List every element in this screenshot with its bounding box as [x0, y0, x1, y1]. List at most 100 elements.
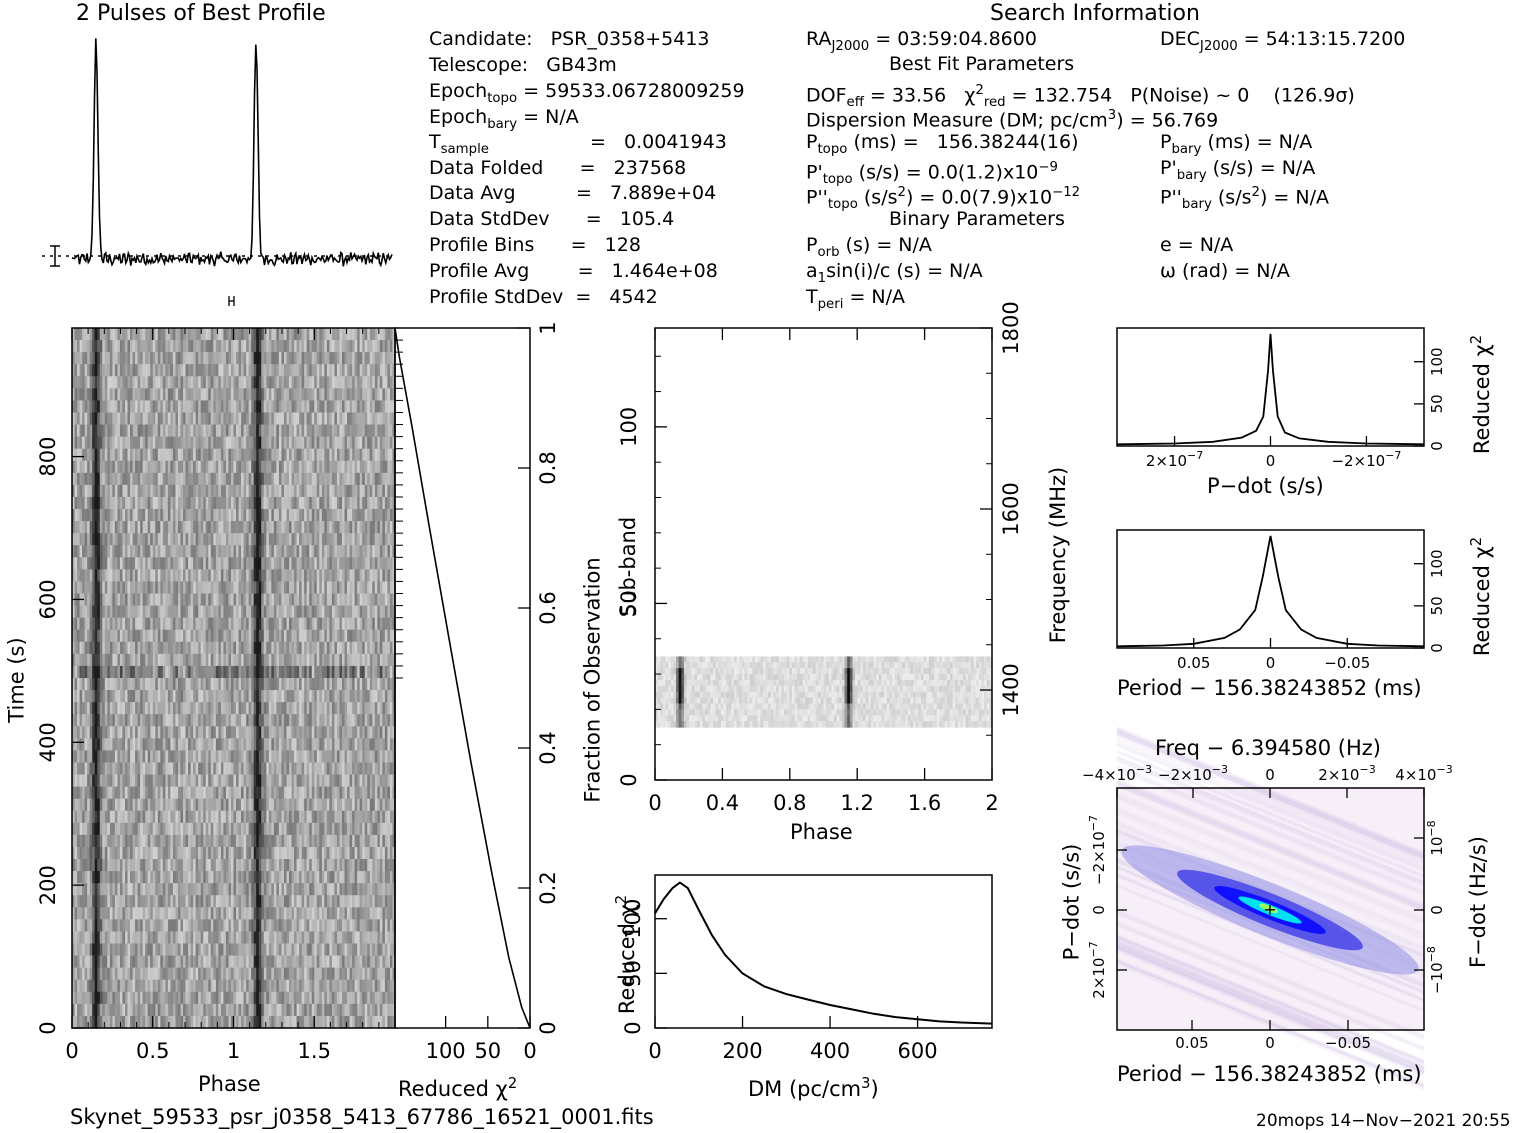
time-phase-cell — [354, 460, 358, 474]
time-phase-cell — [193, 424, 197, 438]
time-phase-cell — [374, 376, 378, 389]
time-phase-cell — [389, 726, 394, 739]
time-phase-cell — [243, 376, 247, 389]
time-phase-cell — [359, 605, 363, 619]
time-phase-cell — [339, 545, 343, 558]
time-phase-cell — [195, 472, 199, 486]
time-phase-cell — [177, 328, 182, 341]
time-phase-cell — [127, 786, 131, 800]
time-phase-cell — [321, 593, 325, 607]
time-phase-cell — [145, 472, 149, 486]
time-phase-cell — [314, 521, 318, 534]
time-phase-cell — [102, 665, 106, 679]
time-phase-cell — [291, 448, 295, 462]
time-phase-cell — [99, 641, 103, 655]
time-phase-cell — [97, 484, 101, 498]
time-phase-cell — [152, 352, 156, 365]
time-phase-cell — [127, 581, 131, 595]
time-phase-cell — [117, 328, 121, 341]
time-phase-cell — [172, 702, 177, 715]
time-phase-cell — [190, 617, 194, 631]
time-phase-cell — [160, 448, 164, 462]
time-phase-cell — [190, 388, 194, 402]
time-phase-cell — [316, 762, 320, 776]
time-phase-cell — [210, 448, 214, 462]
time-phase-cell — [135, 484, 139, 498]
time-phase-cell — [286, 424, 290, 438]
time-phase-cell — [238, 617, 242, 631]
time-phase-cell — [124, 412, 129, 426]
time-phase-cell — [301, 388, 305, 402]
time-phase-cell — [251, 436, 255, 450]
time-phase-cell — [203, 412, 207, 426]
time-phase-cell — [253, 738, 257, 752]
time-phase-cell — [379, 436, 383, 450]
time-phase-cell — [357, 762, 361, 776]
time-phase-cell — [180, 593, 184, 607]
time-phase-cell — [79, 364, 83, 377]
time-phase-cell — [379, 678, 383, 691]
time-phase-cell — [246, 521, 250, 534]
time-phase-cell — [357, 448, 361, 462]
time-phase-cell — [72, 738, 76, 752]
time-phase-cell — [210, 557, 214, 570]
time-phase-cell — [283, 605, 288, 619]
time-phase-cell — [382, 690, 386, 703]
time-phase-cell — [268, 641, 272, 655]
time-phase-cell — [276, 364, 280, 377]
time-phase-cell — [266, 714, 270, 727]
time-phase-cell — [140, 328, 144, 341]
time-phase-cell — [79, 750, 83, 764]
time-phase-cell — [79, 509, 83, 522]
time-phase-cell — [190, 557, 194, 570]
time-phase-cell — [150, 496, 154, 510]
time-phase-cell — [82, 352, 86, 365]
time-phase-cell — [347, 714, 351, 727]
time-phase-cell — [92, 593, 96, 607]
time-phase-cell — [203, 714, 207, 727]
time-phase-cell — [167, 714, 172, 727]
time-phase-cell — [299, 509, 303, 522]
time-phase-cell — [142, 617, 146, 631]
time-phase-cell — [324, 557, 328, 570]
time-phase-cell — [306, 774, 310, 788]
time-phase-cell — [200, 665, 204, 679]
time-phase-cell — [236, 400, 240, 414]
time-phase-cell — [246, 484, 250, 498]
time-phase-cell — [109, 641, 113, 655]
time-phase-cell — [165, 690, 169, 703]
time-phase-cell — [367, 545, 371, 558]
time-phase-cell — [228, 328, 232, 341]
time-phase-cell — [382, 521, 386, 534]
time-phase-cell — [286, 328, 290, 341]
time-phase-cell — [117, 702, 121, 715]
time-phase-cell — [286, 557, 290, 570]
time-phase-cell — [99, 364, 103, 377]
time-phase-cell — [102, 328, 106, 341]
time-phase-cell — [122, 424, 126, 438]
time-phase-cell — [241, 412, 245, 426]
time-phase-cell — [362, 605, 366, 619]
time-phase-cell — [117, 593, 121, 607]
time-phase-cell — [281, 545, 285, 558]
time-phase-cell — [228, 726, 232, 739]
time-phase-cell — [263, 714, 267, 727]
time-phase-cell — [130, 641, 134, 655]
time-phase-cell — [190, 714, 194, 727]
time-phase-cell — [243, 448, 247, 462]
time-phase-cell — [379, 750, 383, 764]
time-phase-cell — [124, 786, 129, 800]
time-phase-cell — [107, 593, 111, 607]
time-phase-cell — [301, 496, 305, 510]
time-phase-cell — [193, 400, 197, 414]
time-phase-cell — [379, 448, 383, 462]
time-phase-cell — [336, 774, 341, 788]
time-phase-cell — [233, 690, 237, 703]
time-phase-cell — [155, 364, 159, 377]
time-phase-cell — [359, 641, 363, 655]
time-phase-cell — [99, 665, 103, 679]
time-phase-cell — [296, 533, 300, 546]
time-phase-cell — [278, 774, 283, 788]
time-phase-cell — [304, 750, 308, 764]
